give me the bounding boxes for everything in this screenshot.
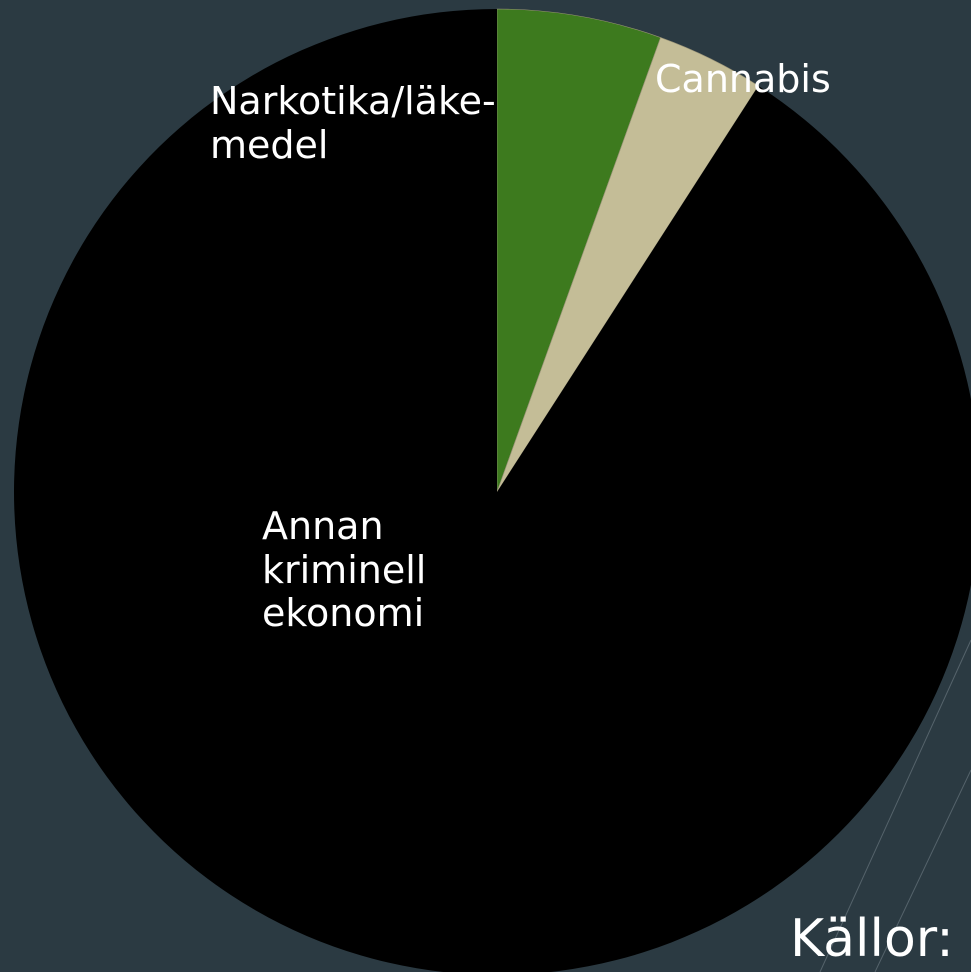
slice-label: Cannabis — [655, 57, 831, 101]
decor-line — [874, 769, 971, 972]
slice-label: Narkotika/läke-medel — [210, 79, 496, 167]
pie-slice — [496, 8, 661, 493]
slice-label: Annan kriminell ekonomi — [262, 504, 427, 636]
pie-slice — [14, 9, 971, 972]
annotation: Källor: — [790, 909, 954, 969]
decor-line — [819, 639, 971, 972]
pie-slice — [496, 37, 759, 493]
